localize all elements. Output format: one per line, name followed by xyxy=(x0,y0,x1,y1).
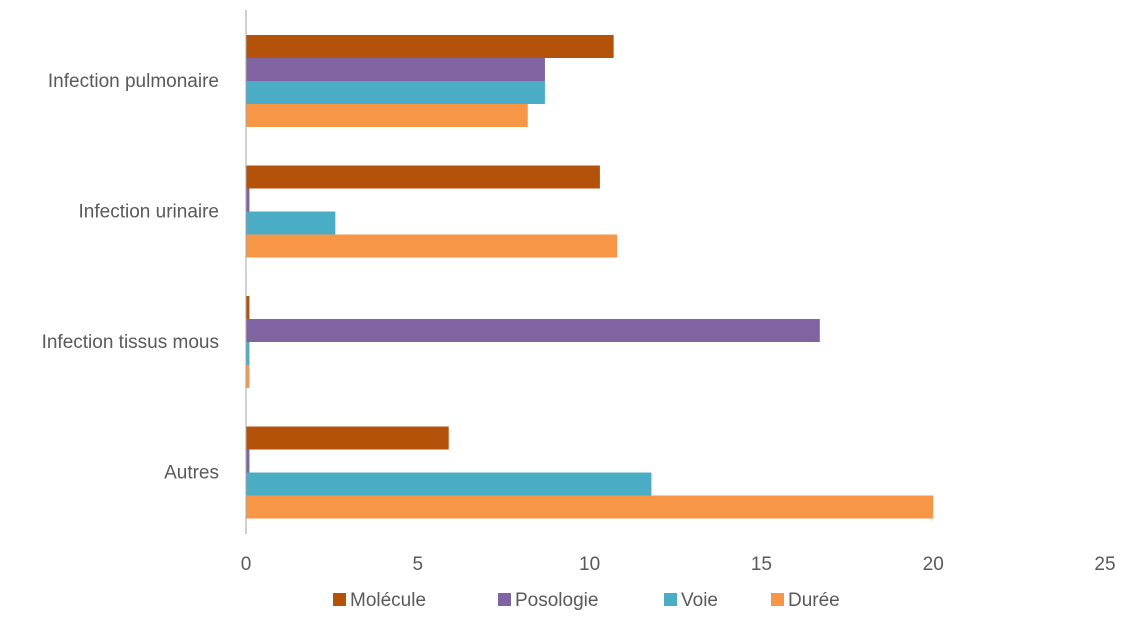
category-label: Infection pulmonaire xyxy=(48,71,219,92)
legend-label: Durée xyxy=(788,590,840,611)
x-tick-label: 5 xyxy=(413,554,424,575)
bar-molécule-3 xyxy=(246,296,250,319)
x-tick-label: 25 xyxy=(1094,554,1115,575)
legend-label: Posologie xyxy=(515,590,598,611)
x-axis-tick-labels: 0 5 10 15 20 25 xyxy=(241,554,1116,575)
legend-swatch-molécule xyxy=(333,593,346,606)
category-label: Infection tissus mous xyxy=(42,332,219,353)
bar-durée-2 xyxy=(246,234,618,258)
bar-durée-4 xyxy=(246,495,934,519)
category-labels: Infection pulmonaire Infection urinaire In… xyxy=(42,71,219,484)
x-tick-label: 20 xyxy=(923,554,944,575)
bar-molécule-1 xyxy=(246,35,614,58)
legend-swatch-voie xyxy=(664,593,677,606)
bar-posologie-4 xyxy=(246,449,250,473)
legend-swatch-durée xyxy=(771,593,784,606)
bar-posologie-1 xyxy=(246,58,545,81)
bar-voie-4 xyxy=(246,472,652,496)
bar-posologie-2 xyxy=(246,188,250,212)
category-label: Infection urinaire xyxy=(79,202,219,223)
bar-posologie-3 xyxy=(246,319,820,342)
x-tick-label: 15 xyxy=(751,554,772,575)
x-tick-label: 10 xyxy=(579,554,600,575)
legend-label: Voie xyxy=(681,590,718,611)
legend: Molécule Posologie Voie Durée xyxy=(333,590,840,611)
bar-voie-2 xyxy=(246,211,336,235)
bar-molécule-2 xyxy=(246,165,600,189)
bars-layer xyxy=(246,35,934,519)
bar-durée-3 xyxy=(246,365,250,388)
x-tick-label: 0 xyxy=(241,554,252,575)
bar-voie-3 xyxy=(246,342,250,365)
legend-swatch-posologie xyxy=(498,593,511,606)
legend-label: Molécule xyxy=(350,590,426,611)
category-label: Autres xyxy=(164,463,219,484)
bar-durée-1 xyxy=(246,104,528,127)
bar-molécule-4 xyxy=(246,426,449,450)
bar-voie-1 xyxy=(246,81,545,104)
